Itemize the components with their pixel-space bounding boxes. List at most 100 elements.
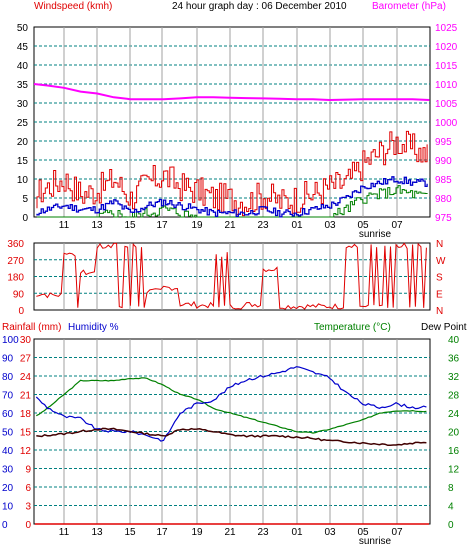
barometer-tick-label: 985: [435, 175, 452, 186]
barometer-tick-label: 1000: [435, 118, 458, 129]
wind-tick-label: 50: [17, 23, 29, 34]
barometer-tick-label: 1025: [435, 23, 458, 34]
barometer-tick-label: 980: [435, 194, 452, 205]
wind-tick-label: 0: [22, 213, 28, 224]
time-tick-label: 21: [224, 527, 236, 538]
wind-gust-line: [36, 130, 428, 217]
wind-direction-line: [36, 242, 427, 310]
time-tick-label: 01: [291, 220, 303, 231]
dewpoint-axis-title: Dew Point: [421, 322, 467, 333]
temperature-tick-label: 16: [448, 446, 460, 457]
temperature-humidity-panel: 0369121518212427300102030405060708090100…: [2, 335, 460, 547]
wind-tick-label: 45: [17, 42, 29, 53]
barometer-line: [33, 83, 430, 102]
temperature-axis-title: Temperature (°C): [314, 322, 391, 333]
direction-tick-label: 360: [7, 239, 24, 250]
temperature-tick-label: 0: [448, 520, 454, 531]
compass-tick-label: E: [436, 289, 443, 300]
temperature-tick-label: 40: [448, 335, 460, 346]
wind-tick-label: 15: [17, 156, 29, 167]
rain-tick-label: 24: [20, 372, 32, 383]
humidity-tick-label: 100: [2, 335, 19, 346]
dew-point-line: [36, 427, 427, 447]
rain-tick-label: 15: [20, 428, 32, 439]
temperature-tick-label: 20: [448, 428, 460, 439]
rain-tick-label: 0: [25, 520, 31, 531]
barometer-tick-label: 1005: [435, 99, 458, 110]
wind-avg-line: [36, 176, 428, 218]
time-tick-label: 23: [257, 220, 269, 231]
time-tick-label: 17: [156, 527, 168, 538]
humidity-tick-label: 30: [2, 465, 14, 476]
time-tick-label: 05: [357, 527, 369, 538]
direction-tick-label: 0: [18, 306, 24, 317]
humidity-tick-label: 80: [2, 372, 14, 383]
time-tick-label: 07: [391, 220, 403, 231]
temperature-tick-label: 8: [448, 483, 454, 494]
chart-title: 24 hour graph day : 06 December 2010: [172, 1, 347, 12]
time-tick-label: 21: [224, 220, 236, 231]
time-tick-label: 01: [291, 527, 303, 538]
temperature-tick-label: 12: [448, 465, 460, 476]
time-tick-label: 05: [357, 220, 369, 231]
time-tick-label: 15: [124, 527, 136, 538]
compass-tick-label: S: [436, 273, 443, 284]
barometer-axis-title: Barometer (hPa): [372, 1, 446, 12]
sunrise-label: sunrise: [359, 536, 392, 547]
direction-tick-label: 180: [7, 273, 24, 284]
rain-tick-label: 3: [25, 502, 31, 513]
temperature-tick-label: 36: [448, 354, 460, 365]
humidity-tick-label: 20: [2, 483, 14, 494]
wind-tick-label: 35: [17, 80, 29, 91]
time-tick-label: 11: [59, 527, 70, 538]
time-tick-label: 13: [91, 220, 103, 231]
barometer-tick-label: 995: [435, 137, 452, 148]
wind-tick-label: 40: [17, 61, 29, 72]
wind-barometer-panel: 0510152025303540455097598098599099510001…: [17, 23, 458, 240]
rainfall-axis-title: Rainfall (mm): [2, 322, 61, 333]
rain-tick-label: 6: [25, 483, 31, 494]
time-tick-label: 17: [156, 220, 168, 231]
rain-tick-label: 18: [20, 409, 32, 420]
humidity-tick-label: 40: [2, 446, 14, 457]
humidity-tick-label: 10: [2, 502, 14, 513]
temperature-tick-label: 32: [448, 372, 460, 383]
time-tick-label: 23: [257, 527, 269, 538]
barometer-tick-label: 1010: [435, 80, 458, 91]
time-tick-label: 03: [324, 220, 336, 231]
wind-tick-label: 10: [17, 175, 29, 186]
humidity-tick-label: 90: [2, 354, 14, 365]
direction-tick-label: 270: [7, 256, 24, 267]
barometer-tick-label: 1020: [435, 42, 458, 53]
sunrise-label: sunrise: [359, 229, 392, 240]
time-tick-label: 19: [191, 220, 203, 231]
wind-min-line: [37, 185, 428, 218]
temperature-line: [36, 377, 427, 434]
wind-tick-label: 20: [17, 137, 29, 148]
barometer-tick-label: 1015: [435, 61, 458, 72]
rain-tick-label: 21: [20, 391, 32, 402]
humidity-tick-label: 70: [2, 391, 14, 402]
time-tick-label: 07: [391, 527, 403, 538]
compass-tick-label: N: [436, 306, 443, 317]
rain-tick-label: 9: [25, 465, 31, 476]
wind-tick-label: 30: [17, 99, 29, 110]
direction-tick-label: 90: [13, 289, 25, 300]
rain-tick-label: 30: [20, 335, 32, 346]
temperature-tick-label: 28: [448, 391, 460, 402]
humidity-tick-label: 50: [2, 428, 14, 439]
humidity-axis-title: Humidity %: [68, 322, 119, 333]
compass-tick-label: N: [436, 239, 443, 250]
humidity-tick-label: 60: [2, 409, 14, 420]
humidity-tick-label: 0: [2, 520, 8, 531]
wind-axis-title: Windspeed (kmh): [34, 1, 112, 12]
time-tick-label: 03: [324, 527, 336, 538]
temperature-tick-label: 4: [448, 502, 454, 513]
time-tick-label: 15: [124, 220, 136, 231]
barometer-tick-label: 975: [435, 213, 452, 224]
time-tick-label: 19: [191, 527, 203, 538]
time-tick-label: 13: [91, 527, 103, 538]
